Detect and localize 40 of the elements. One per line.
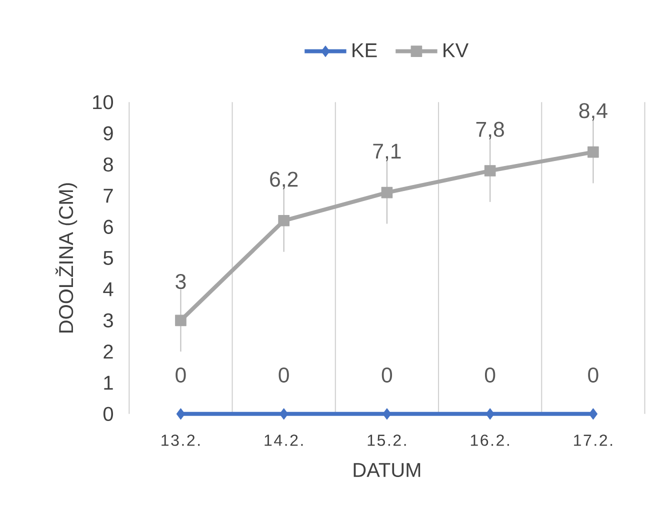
y-tick-label: 9 (104, 126, 113, 140)
y-tick-label: 2 (104, 344, 113, 359)
x-tick-label: 14.2. (264, 434, 303, 446)
point (588, 408, 598, 420)
y-tick-label: 4 (103, 282, 114, 296)
data-label: 0 (382, 367, 392, 383)
x-tick-label: 16.2. (470, 434, 509, 446)
data-label: 8,4 (579, 103, 608, 121)
y-tick-label: 1 (104, 376, 113, 390)
x-tick-label: 15.2. (368, 434, 406, 446)
data-label: 6,2 (270, 172, 298, 190)
legend-label: KE (352, 43, 377, 58)
point (382, 408, 392, 420)
data-label: 0 (484, 367, 496, 383)
x-tick-label: 13.2. (162, 434, 200, 446)
x-axis-title: DATUM (354, 463, 420, 477)
data-label: 0 (588, 367, 598, 383)
point (486, 408, 494, 420)
point (280, 408, 288, 420)
point (278, 214, 290, 226)
data-label: 3 (176, 274, 186, 290)
y-tick-label: 5 (103, 251, 113, 265)
y-tick-label: 0 (103, 406, 114, 421)
y-tick-label: 10 (93, 95, 114, 110)
x-tick-label: 17.2. (574, 434, 612, 446)
point (484, 165, 496, 176)
y-tick-label: 8 (104, 157, 113, 172)
point (588, 146, 599, 158)
legend-label: KV (444, 43, 469, 58)
data-label: 7,8 (476, 122, 504, 140)
data-label: 0 (278, 367, 289, 383)
point (175, 314, 186, 326)
data-label: 7,1 (373, 144, 401, 162)
y-axis-title: DOOLŽINA (CM) (55, 183, 78, 332)
y-tick-label: 3 (103, 313, 113, 328)
data-label: 0 (176, 367, 186, 383)
point (176, 408, 186, 420)
point (381, 186, 393, 198)
y-tick-label: 6 (104, 220, 113, 234)
y-tick-label: 7 (104, 188, 113, 203)
